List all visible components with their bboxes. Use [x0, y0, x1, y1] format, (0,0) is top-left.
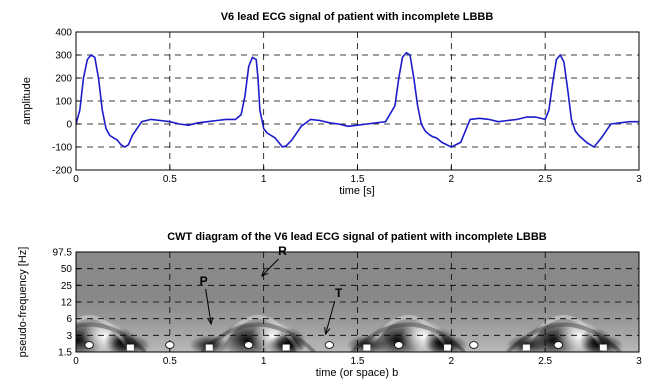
ecg-y-label: amplitude: [21, 77, 33, 125]
ecg-y-tick-label: 100: [55, 97, 72, 108]
ecg-x-tick-label: 1.5: [351, 174, 365, 185]
cwt-y-tick-label: 3: [66, 331, 72, 342]
cwt-y-tick-label: 1.5: [58, 348, 72, 359]
ecg-x-ticks: 0 0.5 1 1.5 2 2.5 3: [73, 166, 642, 185]
cwt-x-ticks: 0 0.5 1 1.5 2 2.5 3: [73, 348, 642, 367]
ecg-plot: V6 lead ECG signal of patient with incom…: [21, 11, 642, 197]
cwt-annotation-arrowhead: [260, 269, 269, 277]
cwt-circle-marker: [469, 341, 479, 349]
cwt-x-tick-label: 2.5: [538, 356, 552, 367]
cwt-grid: [76, 252, 639, 352]
cwt-y-tick-label: 50: [61, 264, 73, 275]
ecg-x-tick-label: 2.5: [538, 174, 552, 185]
cwt-markers: [84, 341, 607, 351]
cwt-circle-marker: [84, 341, 94, 349]
ecg-x-tick-label: 2: [449, 174, 455, 185]
cwt-x-label: time (or space) b: [316, 367, 399, 379]
cwt-y-label: pseudo-frequency [Hz]: [17, 247, 29, 358]
cwt-x-tick-label: 0: [73, 356, 79, 367]
cwt-square-marker: [522, 344, 530, 351]
ecg-grid: [76, 32, 639, 170]
cwt-annotation-arrow: [261, 258, 279, 277]
ecg-y-tick-label: 0: [66, 120, 72, 131]
cwt-y-tick-label: 12: [61, 298, 73, 309]
cwt-annotation-arrowhead: [324, 326, 331, 336]
cwt-x-tick-label: 3: [636, 356, 642, 367]
cwt-circle-marker: [394, 341, 404, 349]
cwt-x-tick-label: 2: [449, 356, 455, 367]
cwt-circle-marker: [165, 341, 175, 349]
cwt-x-tick-label: 1.5: [351, 356, 365, 367]
cwt-circle-marker: [244, 341, 254, 349]
cwt-y-tick-label: 25: [61, 281, 73, 292]
cwt-circle-marker: [324, 341, 334, 349]
ecg-x-tick-label: 1: [261, 174, 267, 185]
ecg-y-tick-label: -200: [52, 166, 72, 177]
ecg-x-tick-label: 0: [73, 174, 79, 185]
cwt-circle-marker: [553, 341, 563, 349]
ecg-x-tick-label: 0.5: [163, 174, 177, 185]
ecg-y-tick-label: 200: [55, 74, 72, 85]
ecg-y-tick-label: -100: [52, 143, 72, 154]
cwt-square-marker: [599, 344, 607, 351]
cwt-square-marker: [444, 344, 452, 351]
ecg-y-ticks: -200 -100 0 100 200 300 400: [52, 28, 80, 177]
cwt-y-tick-label: 6: [66, 314, 72, 325]
cwt-heatmap: [76, 252, 639, 352]
ecg-x-label: time [s]: [339, 185, 374, 197]
ecg-series: [76, 51, 639, 148]
cwt-x-tick-label: 0.5: [163, 356, 177, 367]
cwt-annotation-r-label: R: [278, 244, 287, 258]
cwt-plot: CWT diagram of the V6 lead ECG signal of…: [17, 231, 642, 379]
cwt-y-tick-label: 97.5: [53, 248, 73, 259]
cwt-square-marker: [282, 344, 290, 351]
cwt-annotation-t-label: T: [335, 286, 343, 300]
cwt-annotation-arrow: [325, 300, 336, 335]
cwt-annotations: R P T: [200, 244, 343, 336]
cwt-annotation-p-label: P: [200, 274, 208, 288]
ecg-y-tick-label: 400: [55, 28, 72, 39]
cwt-title: CWT diagram of the V6 lead ECG signal of…: [167, 231, 547, 243]
cwt-y-ticks: 97.5 50 25 12 6 3 1.5: [53, 248, 80, 359]
cwt-x-tick-label: 1: [261, 356, 267, 367]
ecg-title: V6 lead ECG signal of patient with incom…: [221, 11, 494, 23]
cwt-annotation-arrow: [205, 288, 212, 325]
cwt-square-marker: [205, 344, 213, 351]
ecg-x-tick-label: 3: [636, 174, 642, 185]
ecg-y-tick-label: 300: [55, 51, 72, 62]
ecg-signal-line: [76, 51, 639, 148]
cwt-square-marker: [126, 344, 134, 351]
cwt-square-marker: [363, 344, 371, 351]
cwt-annotation-arrowhead: [207, 317, 214, 326]
